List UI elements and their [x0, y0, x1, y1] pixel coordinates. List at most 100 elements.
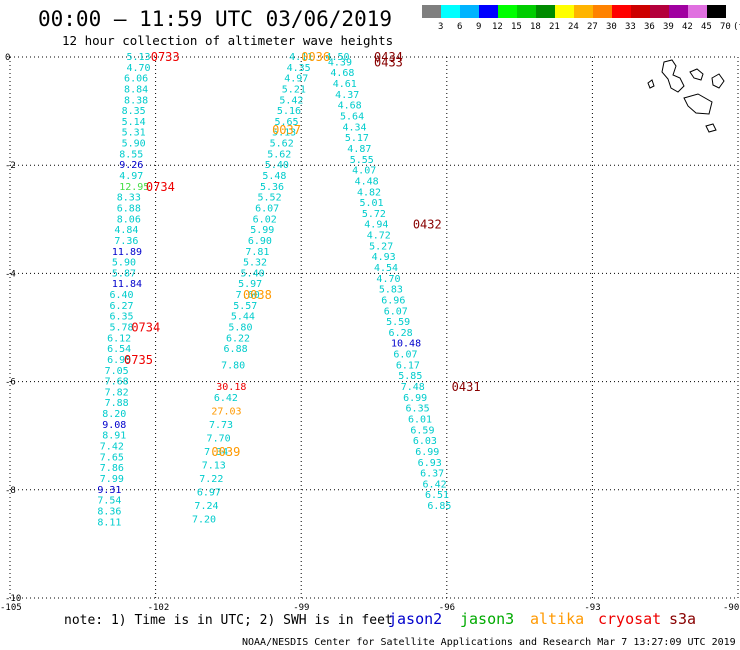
wave-height-value: 8.35 [122, 106, 146, 117]
wave-height-value: 6.27 [109, 301, 133, 312]
wave-height-value: 5.90 [122, 139, 146, 150]
wave-height-value: 4.93 [372, 252, 396, 263]
wave-height-value: 4.39 [328, 57, 352, 68]
wave-height-value: 7.99 [100, 474, 124, 485]
wave-height-value: 8.36 [97, 506, 121, 517]
wave-height-value: 7.88 [105, 398, 129, 409]
x-tick-label: -96 [439, 603, 455, 613]
wave-height-value: 7.68 [105, 377, 129, 388]
wave-height-value: 5.31 [122, 128, 146, 139]
wave-height-value: 7.22 [199, 474, 223, 485]
time-label: 0036 [301, 50, 330, 64]
axes: 0 -2 -4 -6 -8 -10-105 -102 -99 -96 -93 -90 [0, 53, 739, 613]
time-label: 0734 [146, 180, 175, 194]
chart-title: 00:00 – 11:59 UTC 03/06/2019 [38, 7, 392, 31]
wave-height-value: 7.86 [100, 463, 124, 474]
legend-swatch [460, 5, 479, 18]
wave-height-value: 6.35 [406, 404, 430, 415]
wave-height-value: 6.17 [396, 360, 420, 371]
legend-label: 12 [492, 22, 503, 32]
wave-height-value: 6.22 [226, 333, 250, 344]
time-label: 0039 [211, 445, 240, 459]
legend-label: 18 [530, 22, 541, 32]
time-label: 0733 [151, 50, 180, 64]
satellite-legend: jason2 jason3 altika cryosat s3a [388, 610, 696, 628]
wave-height-value: 5.59 [386, 317, 410, 328]
legend-label: 6 [457, 22, 462, 32]
wave-height-value: 5.57 [233, 301, 257, 312]
wave-height-value: 6.07 [255, 203, 279, 214]
legend-swatch [669, 5, 688, 18]
wave-height-value: 4.70 [376, 274, 400, 285]
legend-swatch [707, 5, 726, 18]
wave-height-value: 5.21 [282, 84, 306, 95]
wave-height-value: 6.12 [107, 333, 131, 344]
wave-height-value: 5.42 [279, 95, 303, 106]
wave-height-value: 5.97 [238, 279, 262, 290]
wave-height-value: 6.88 [117, 203, 141, 214]
wave-height-value: 4.37 [335, 90, 359, 101]
wave-height-value: 6.02 [253, 214, 277, 225]
wave-height-value: 7.24 [194, 501, 218, 512]
time-label: 0735 [124, 353, 153, 367]
wave-height-value: 6.01 [408, 414, 432, 425]
legend-swatch [498, 5, 517, 18]
wave-height-value: 9.31 [97, 485, 121, 496]
wave-height-value: 8.84 [124, 84, 148, 95]
time-label: 0432 [413, 218, 442, 232]
legend-swatch [688, 5, 707, 18]
wave-height-value: 8.91 [102, 431, 126, 442]
wave-height-value: 5.40 [265, 160, 289, 171]
legend-swatch [536, 5, 555, 18]
wave-height-value: 4.48 [355, 176, 379, 187]
wave-height-value: 5.36 [260, 182, 284, 193]
wave-height-value: 4.87 [347, 144, 371, 155]
wave-height-value: 4.84 [114, 225, 138, 236]
wave-height-value: 6.90 [248, 236, 272, 247]
wave-height-value: 8.38 [124, 95, 148, 106]
wave-height-value: 6.93 [418, 458, 442, 469]
wave-height-value: 7.65 [100, 452, 124, 463]
wave-height-value: 7.70 [207, 433, 231, 444]
wave-height-value: 6.88 [224, 344, 248, 355]
satellite-jason2: jason2 [388, 610, 442, 628]
satellite-jason3: jason3 [460, 610, 514, 628]
wave-height-value: 4.70 [126, 63, 150, 74]
wave-height-value: 7.20 [192, 515, 216, 526]
wave-height-value: 4.97 [284, 74, 308, 85]
x-tick-label: -99 [293, 603, 309, 613]
wave-height-value: 9.08 [102, 420, 126, 431]
wave-height-value: 27.03 [211, 406, 241, 417]
legend-swatch [441, 5, 460, 18]
wave-height-value: 5.52 [258, 193, 282, 204]
legend-label: 70 [720, 22, 731, 32]
legend-label: 42 [682, 22, 693, 32]
wave-height-value: 5.14 [122, 117, 146, 128]
wave-height-value: 7.73 [209, 420, 233, 431]
wave-height-value: 5.27 [369, 241, 393, 252]
wave-height-value: 6.97 [197, 488, 221, 499]
time-label: 0431 [452, 380, 481, 394]
wave-height-value: 7.48 [401, 382, 425, 393]
wave-height-value: 6.40 [109, 290, 133, 301]
y-tick-label: -8 [5, 486, 16, 496]
wave-height-value: 4.50 [325, 52, 349, 63]
time-label: 0734 [131, 321, 160, 335]
wave-height-value: 7.13 [202, 460, 226, 471]
wave-height-value: 6.59 [410, 425, 434, 436]
wave-height-value: 4.97 [119, 171, 143, 182]
wave-height-value: 4.35 [287, 63, 311, 74]
legend-label: 30 [606, 22, 617, 32]
wave-height-value: 5.40 [241, 268, 265, 279]
wave-height-value: 4.72 [367, 231, 391, 242]
x-tick-label: -105 [0, 603, 22, 613]
wave-height-value: 9.26 [119, 160, 143, 171]
wave-height-value: 6.95 [107, 355, 131, 366]
time-label: 0433 [374, 55, 403, 69]
legend-swatch [517, 5, 536, 18]
legend-label: 27 [587, 22, 598, 32]
wave-height-value: 7.36 [114, 236, 138, 247]
wave-height-value: 5.99 [250, 225, 274, 236]
chart-subtitle: 12 hour collection of altimeter wave hei… [62, 33, 393, 48]
